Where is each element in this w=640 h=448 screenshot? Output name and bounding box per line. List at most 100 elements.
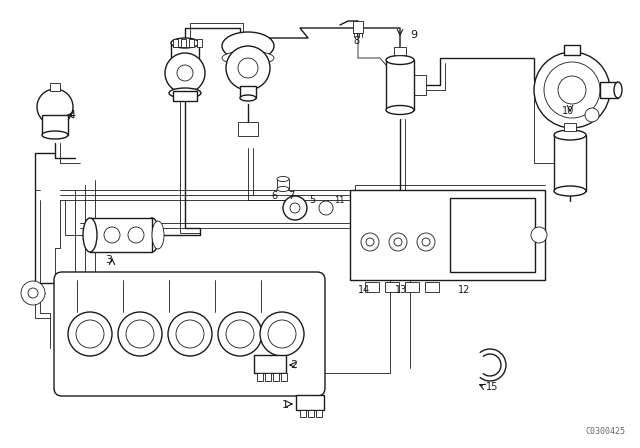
Circle shape xyxy=(118,312,162,356)
Bar xyxy=(425,282,439,292)
Circle shape xyxy=(366,238,374,246)
Text: 4: 4 xyxy=(68,110,75,120)
Circle shape xyxy=(76,320,104,348)
Circle shape xyxy=(21,281,45,305)
Circle shape xyxy=(394,238,402,246)
Ellipse shape xyxy=(614,82,622,98)
Ellipse shape xyxy=(169,88,201,98)
Bar xyxy=(296,395,324,410)
Ellipse shape xyxy=(240,95,256,101)
Ellipse shape xyxy=(171,60,199,70)
Circle shape xyxy=(37,89,73,125)
Circle shape xyxy=(226,46,270,90)
Text: 2: 2 xyxy=(290,360,297,370)
Text: 8: 8 xyxy=(353,36,359,46)
Bar xyxy=(385,282,399,292)
Text: 3: 3 xyxy=(105,255,112,265)
Ellipse shape xyxy=(171,38,199,48)
Bar xyxy=(173,39,178,47)
Bar xyxy=(394,47,406,55)
Ellipse shape xyxy=(145,218,159,252)
Text: 10: 10 xyxy=(562,106,574,116)
Text: 7: 7 xyxy=(288,191,294,201)
Circle shape xyxy=(226,320,254,348)
Text: 5: 5 xyxy=(309,195,316,205)
Circle shape xyxy=(104,227,120,243)
Bar xyxy=(254,355,286,373)
Bar xyxy=(171,43,199,65)
Ellipse shape xyxy=(222,51,274,65)
Circle shape xyxy=(531,227,547,243)
Text: 6: 6 xyxy=(271,191,277,201)
Bar xyxy=(181,39,186,47)
Ellipse shape xyxy=(42,131,68,139)
Bar xyxy=(273,373,279,381)
Bar xyxy=(173,91,197,101)
Circle shape xyxy=(534,52,610,128)
Ellipse shape xyxy=(277,186,289,191)
Bar xyxy=(350,190,545,280)
Ellipse shape xyxy=(554,130,586,140)
Bar xyxy=(42,115,68,135)
Bar xyxy=(564,123,576,131)
Circle shape xyxy=(165,53,205,93)
Bar xyxy=(238,122,258,136)
Bar xyxy=(365,282,379,292)
Text: 13: 13 xyxy=(395,285,407,295)
Bar xyxy=(450,198,535,272)
Circle shape xyxy=(558,76,586,104)
Circle shape xyxy=(168,312,212,356)
Ellipse shape xyxy=(222,32,274,60)
Circle shape xyxy=(238,58,258,78)
Ellipse shape xyxy=(386,56,414,65)
Circle shape xyxy=(218,312,262,356)
Text: 14: 14 xyxy=(358,285,371,295)
Circle shape xyxy=(283,196,307,220)
Bar xyxy=(277,179,289,189)
FancyBboxPatch shape xyxy=(54,272,325,396)
Text: C0300425: C0300425 xyxy=(585,427,625,436)
Ellipse shape xyxy=(152,221,164,249)
Bar xyxy=(600,82,618,98)
Bar xyxy=(240,86,256,98)
Circle shape xyxy=(361,233,379,251)
Text: 1: 1 xyxy=(282,400,289,410)
Bar xyxy=(554,135,586,191)
Bar xyxy=(300,410,306,417)
Bar xyxy=(197,39,202,47)
Bar xyxy=(265,373,271,381)
Bar xyxy=(189,39,194,47)
Circle shape xyxy=(389,233,407,251)
Circle shape xyxy=(268,320,296,348)
Ellipse shape xyxy=(83,218,97,252)
Circle shape xyxy=(422,238,430,246)
Circle shape xyxy=(28,288,38,298)
Bar xyxy=(308,410,314,417)
Bar xyxy=(316,410,322,417)
Ellipse shape xyxy=(277,177,289,181)
Circle shape xyxy=(177,65,193,81)
Circle shape xyxy=(126,320,154,348)
Bar xyxy=(564,45,580,55)
Bar xyxy=(353,21,363,33)
Circle shape xyxy=(585,108,599,122)
Circle shape xyxy=(176,320,204,348)
Circle shape xyxy=(319,201,333,215)
Circle shape xyxy=(544,62,600,118)
Bar xyxy=(281,373,287,381)
Text: 12: 12 xyxy=(458,285,470,295)
Bar xyxy=(90,218,152,252)
Circle shape xyxy=(417,233,435,251)
Bar xyxy=(386,60,414,110)
Text: 9: 9 xyxy=(410,30,417,40)
Ellipse shape xyxy=(554,186,586,196)
Bar xyxy=(405,282,419,292)
Circle shape xyxy=(68,312,112,356)
Ellipse shape xyxy=(386,105,414,115)
Circle shape xyxy=(290,203,300,213)
Bar xyxy=(50,83,60,91)
Text: 15: 15 xyxy=(486,382,499,392)
Circle shape xyxy=(128,227,144,243)
Bar xyxy=(257,373,263,381)
Circle shape xyxy=(260,312,304,356)
